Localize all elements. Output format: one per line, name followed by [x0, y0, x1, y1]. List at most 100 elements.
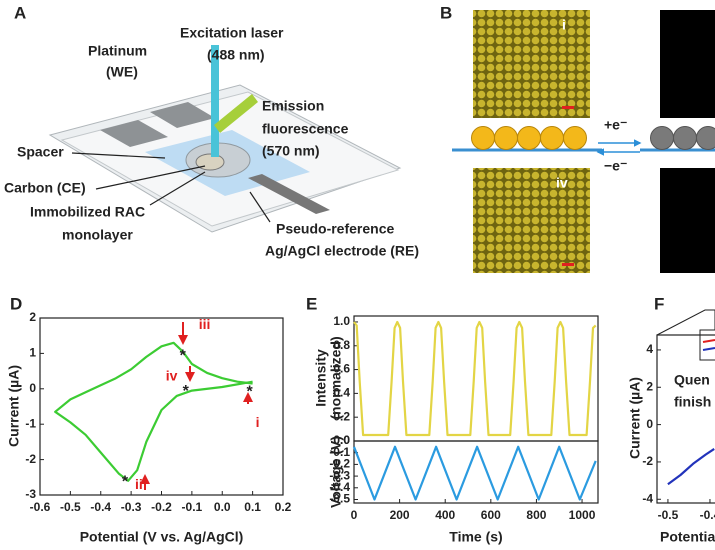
point-label: ii: [135, 476, 143, 492]
y-axis-label: Intensity: [313, 349, 329, 407]
y-axis-label: Current (µA): [6, 365, 22, 447]
leader-lines: [71, 152, 271, 223]
y-tick-label: -1: [25, 416, 36, 430]
label: Pseudo-reference: [276, 221, 394, 237]
label: (WE): [106, 64, 138, 80]
point-label: iii: [199, 316, 211, 332]
x-tick-label: -0.4: [90, 500, 111, 514]
image-label: iv: [556, 175, 568, 191]
plot-frame: [353, 440, 599, 504]
x-tick-label: 200: [390, 508, 410, 522]
molecules-on: [471, 126, 587, 150]
y-tick-label: -3: [25, 487, 36, 501]
electrode: [150, 102, 215, 128]
annotation: finish: [674, 394, 711, 410]
micrograph-dark: [660, 168, 715, 273]
panel-label: F: [654, 294, 664, 313]
micrograph: [473, 10, 590, 118]
x-tick-label: 0.0: [214, 500, 231, 514]
y-tick-label: -2: [642, 454, 653, 468]
x-tick-label: -0.4: [700, 508, 715, 522]
label: (570 nm): [262, 143, 320, 159]
molecules-off: [650, 126, 715, 150]
plot-frame: [39, 317, 284, 496]
y-tick-label: -0.5: [329, 492, 350, 506]
x-axis-label: Potentia: [660, 529, 715, 545]
panel-label: B: [440, 3, 452, 22]
panel-b: B i iv +e⁻ −e⁻: [440, 3, 715, 273]
y-tick-label: 0.4: [333, 386, 350, 400]
panel-f: -4 -2 0 2 4 -0.5 -0.4 Potentia Quen finish: [642, 309, 715, 545]
y-tick-label: 0.8: [333, 338, 350, 352]
annotation: Quen: [674, 372, 710, 388]
y-tick-label: 0.0: [333, 433, 350, 447]
data-line: [667, 447, 715, 486]
panel-a: A Excitation laser (488 nm) Platinum (WE…: [4, 3, 419, 258]
x-tick-label: -0.1: [182, 500, 203, 514]
x-tick-label: 1000: [569, 508, 596, 522]
y-tick-label: 0.0: [333, 433, 350, 447]
x-tick-label: 400: [435, 508, 455, 522]
y-tick-label: 0: [29, 381, 36, 395]
label: Platinum: [88, 43, 147, 59]
inset-curve: [702, 347, 715, 351]
y-tick-label: -0.4: [329, 480, 350, 494]
electrode: [100, 120, 168, 147]
label: (488 nm): [207, 47, 265, 63]
emission-beam: [214, 94, 258, 133]
label: Immobilized RAC: [30, 204, 145, 220]
y-tick-label: 0.6: [333, 362, 350, 376]
x-tick-label: -0.5: [60, 500, 81, 514]
label: Carbon (CE): [4, 180, 86, 196]
micrograph-dark: [660, 10, 715, 118]
image-label: i: [562, 17, 566, 33]
panel-label: D: [10, 294, 22, 313]
data-line: [352, 445, 597, 501]
excitation-beam: [211, 45, 219, 157]
point-marker: *: [180, 348, 187, 365]
micrograph: [473, 168, 590, 273]
y-tick-label: -2: [25, 452, 36, 466]
point-label: i: [256, 414, 260, 430]
x-tick-label: 0.2: [275, 500, 292, 514]
data-line: [353, 320, 597, 437]
x-tick-label: 0: [351, 508, 358, 522]
y-tick-label: -0.3: [329, 468, 350, 482]
y-tick-label: 0.2: [333, 409, 350, 423]
label: Ag/AgCl electrode (RE): [265, 243, 419, 259]
scale-bar: [562, 263, 574, 266]
y-tick-label: 4: [646, 342, 653, 356]
y-axis-label: Current (µA): [627, 377, 643, 459]
x-tick-label: 0.1: [244, 500, 261, 514]
x-tick-label: -0.6: [30, 500, 51, 514]
y-axis-label: (normalized): [328, 336, 344, 419]
x-tick-label: -0.2: [151, 500, 172, 514]
inset-curve: [702, 339, 715, 343]
y-tick-label: 1: [29, 346, 36, 360]
panel-label: E: [306, 294, 317, 313]
reference-electrode: [248, 174, 330, 214]
point-marker: *: [183, 383, 190, 400]
y-tick-label: -4: [642, 491, 653, 505]
label: Emission: [262, 98, 324, 114]
reaction-label: −e⁻: [604, 158, 627, 174]
panel-label: A: [14, 3, 26, 22]
reaction-label: +e⁻: [604, 117, 627, 133]
label: monolayer: [62, 227, 133, 243]
point-label: iv: [166, 368, 178, 384]
plot-frame: [656, 334, 715, 504]
label: Spacer: [17, 144, 64, 160]
y-tick-label: 1.0: [333, 314, 350, 328]
y-tick-label: 2: [646, 379, 653, 393]
scale-bar: [562, 106, 574, 109]
x-tick-label: 600: [481, 508, 501, 522]
x-axis-label: Potential (V vs. Ag/AgCl): [80, 529, 244, 545]
label: fluorescence: [262, 121, 349, 137]
y-tick-label: 0: [646, 417, 653, 431]
point-marker: *: [122, 473, 129, 490]
x-tick-label: -0.5: [658, 508, 679, 522]
x-tick-label: -0.3: [121, 500, 142, 514]
y-tick-label: 2: [29, 310, 36, 324]
